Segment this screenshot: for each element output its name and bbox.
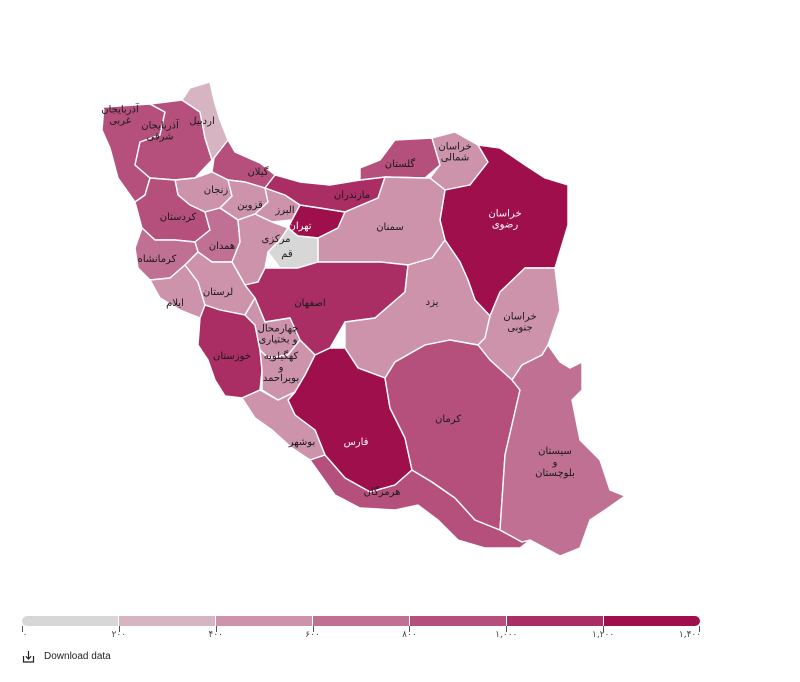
label-kohgiluyeh: کهگیلویه و بویراحمد [263, 350, 299, 384]
legend-tick-6 [603, 626, 605, 632]
legend-color-bar [22, 616, 700, 626]
legend-tick-label-4: ۸۰۰ [402, 630, 417, 640]
label-ardabil: اردبیل [189, 116, 214, 127]
label-sistan: سیستان و بلوچستان [535, 446, 575, 479]
label-gilan: گیلان [247, 166, 268, 178]
download-icon [22, 651, 35, 663]
label-kermanshah: کرمانشاه [138, 254, 177, 265]
iran-province-map: آذربایجان غربی آذربایجان شرقی اردبیل گیلان… [101, 81, 626, 557]
label-tehran: تهران [288, 221, 311, 232]
label-yazd: یزد [426, 297, 439, 308]
download-data-button[interactable]: Download data [22, 650, 111, 663]
legend-segment-1 [119, 616, 216, 626]
legend-tick-label-2: ۴۰۰ [208, 630, 223, 640]
label-kerman: کرمان [435, 414, 461, 425]
label-semnan: سمنان [376, 222, 404, 233]
legend-tick-label-3: ۶۰۰ [305, 630, 320, 640]
label-zanjan: زنجان [204, 185, 229, 196]
legend-segment-0 [22, 616, 119, 626]
province-markazi[interactable] [231, 213, 289, 286]
province-labels: آذربایجان غربی آذربایجان شرقی اردبیل گیلان… [101, 103, 575, 499]
legend-segment-3 [313, 616, 410, 626]
label-south-khorasan: خراسان جنوبی [503, 312, 536, 334]
label-golestan: گلستان [385, 158, 416, 170]
legend-tick-5 [506, 626, 508, 632]
label-lorestan: لرستان [203, 287, 233, 298]
legend-segment-2 [216, 616, 313, 626]
legend-tick-label-5: ۱,۰۰۰ [495, 630, 518, 640]
label-bushehr: بوشهر [288, 437, 315, 448]
label-fars: فارس [344, 437, 369, 448]
label-isfahan: اصفهان [294, 298, 325, 309]
legend-segment-5 [507, 616, 604, 626]
label-east-azerbaijan: آذربایجان شرقی [141, 119, 180, 143]
label-hamadan: همدان [209, 241, 235, 252]
legend-tick-2 [215, 626, 217, 632]
label-qazvin: قزوین [237, 200, 263, 211]
label-razavi-khorasan: خراسان رضوی [488, 209, 521, 231]
legend-tick-label-1: ۲۰۰ [111, 630, 127, 640]
label-mazandaran: مازندران [334, 190, 370, 201]
color-legend: ۰ ۲۰۰ ۴۰۰ ۶۰۰ ۸۰۰ ۱,۰۰۰ ۱,۲۰۰ ۱,۴۰۰ [22, 616, 702, 646]
label-alborz: البرز [274, 205, 294, 216]
label-north-khorasan: خراسان شمالی [438, 142, 471, 164]
legend-tick-4 [409, 626, 411, 632]
province-sistan[interactable] [499, 344, 626, 557]
label-hormozgan: هرمزگان [364, 486, 401, 498]
legend-tick-label-6: ۱,۲۰۰ [592, 630, 615, 640]
legend-segment-4 [410, 616, 507, 626]
legend-tick-1 [118, 626, 120, 632]
label-qom: قم [281, 249, 293, 260]
label-ilam: ایلام [166, 298, 184, 309]
label-khuzestan: خوزستان [213, 351, 251, 362]
label-west-azerbaijan: آذربایجان غربی [101, 103, 140, 127]
legend-tick-label-7: ۱,۴۰۰ [678, 630, 702, 640]
download-data-label: Download data [44, 651, 111, 662]
legend-tick-3 [312, 626, 314, 632]
label-kurdistan: کردستان [160, 212, 197, 223]
province-bushehr[interactable] [241, 389, 326, 461]
legend-segment-6 [604, 616, 700, 626]
label-chaharmahal: چهارمحال و بختیاری [258, 324, 299, 346]
province-khuzestan[interactable] [197, 304, 263, 399]
legend-tick-label-0: ۰ [22, 630, 28, 640]
provinces-layer [101, 81, 626, 557]
legend-tick-7 [699, 626, 700, 632]
legend-tick-0 [22, 626, 23, 632]
label-markazi: مرکزی [262, 234, 291, 245]
